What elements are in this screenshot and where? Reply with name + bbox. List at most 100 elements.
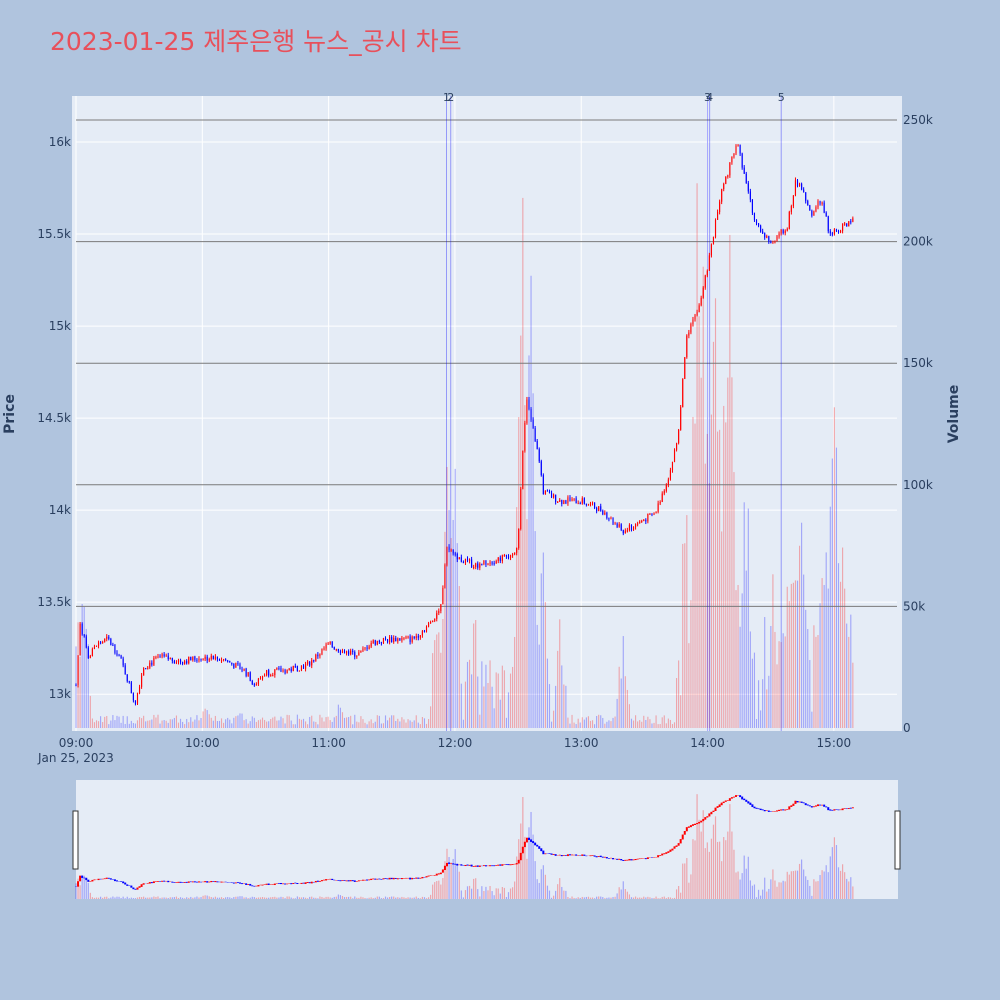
volume-bar <box>509 673 512 728</box>
volume-bar <box>288 715 290 728</box>
candle-body <box>657 503 659 512</box>
volume-bar <box>741 593 743 728</box>
candle-body <box>134 700 137 704</box>
range-slider-right-handle[interactable] <box>894 810 901 870</box>
volume-bar <box>307 724 309 728</box>
candle-body <box>837 230 840 233</box>
range-slider-background[interactable] <box>76 780 898 899</box>
candle-body <box>762 231 764 234</box>
volume-bar <box>786 586 788 728</box>
candle-body <box>268 670 270 676</box>
candle-body <box>612 517 614 524</box>
mini-volume-bar <box>317 898 319 899</box>
mini-volume-bar <box>415 896 417 899</box>
candle-body <box>280 667 282 672</box>
mini-volume-bar <box>719 841 721 899</box>
candle-body <box>141 675 143 687</box>
volume-bar <box>739 626 741 728</box>
volume-bar <box>151 719 153 728</box>
news-marker-label: 3 <box>704 91 711 104</box>
mini-volume-bar <box>495 888 497 899</box>
candle-body <box>235 663 237 668</box>
volume-bar <box>104 716 106 728</box>
mini-volume-bar <box>290 897 292 899</box>
candle-body <box>376 640 378 645</box>
mini-volume-bar <box>786 871 788 899</box>
mini-volume-bar <box>805 876 807 899</box>
volume-bar <box>196 715 198 728</box>
candle-body <box>676 443 678 450</box>
news-marker-label: 5 <box>778 91 785 104</box>
volume-bar <box>204 708 206 728</box>
candle-body <box>766 236 768 238</box>
mini-volume-bar <box>83 875 85 899</box>
candle-body <box>821 202 823 204</box>
candle-body <box>708 255 710 271</box>
mini-volume-bar <box>831 847 833 899</box>
mini-volume-bar <box>764 877 766 899</box>
candle-body <box>770 241 772 244</box>
candle-body <box>505 555 508 557</box>
mini-volume-bar <box>296 896 298 899</box>
candle-body <box>725 176 727 184</box>
mini-volume-bar <box>653 898 655 899</box>
candle-body <box>313 660 315 662</box>
volume-bar <box>737 584 739 728</box>
candle-body <box>546 490 549 492</box>
mini-volume-bar <box>801 859 803 899</box>
volume-bar <box>829 506 831 728</box>
candle-body <box>362 648 364 651</box>
volume-bar <box>827 588 829 728</box>
volume-bar <box>323 721 325 728</box>
mini-volume-bar <box>427 897 430 899</box>
volume-bar <box>399 721 401 728</box>
volume-bar <box>462 719 464 728</box>
volume-bar <box>212 720 214 728</box>
candle-body <box>442 588 444 605</box>
mini-volume-bar <box>684 863 686 899</box>
range-slider-left-handle[interactable] <box>72 810 79 870</box>
mini-volume-bar <box>509 888 512 899</box>
volume-bar <box>118 716 120 728</box>
mini-volume-bar <box>557 884 559 899</box>
volume-bar <box>833 407 835 728</box>
candle-body <box>421 630 423 636</box>
volume-bar <box>616 698 618 728</box>
candle-body <box>596 507 598 512</box>
candle-body <box>79 623 81 656</box>
candle-body <box>811 210 813 216</box>
mini-volume-bar <box>126 896 128 899</box>
candle-body <box>286 669 288 674</box>
mini-volume-bar <box>772 869 774 899</box>
candle-body <box>710 244 712 256</box>
mini-volume-bar <box>606 897 608 899</box>
mini-volume-bar <box>688 882 690 899</box>
volume-bar <box>425 723 428 728</box>
mini-volume-bar <box>454 849 456 899</box>
candle-body <box>495 561 497 564</box>
volume-bar <box>100 716 102 728</box>
volume-bar <box>468 659 471 728</box>
candle-body <box>415 636 417 639</box>
volume-bar <box>618 666 620 728</box>
volume-bar <box>676 678 678 728</box>
volume-bar <box>409 720 411 728</box>
volume-bar <box>161 720 163 728</box>
candle-body <box>729 162 731 176</box>
volume-bar <box>569 723 571 728</box>
volume-bar <box>227 717 229 728</box>
candle-body <box>288 668 290 670</box>
volume-bar <box>745 570 747 728</box>
volume-bar <box>516 507 518 728</box>
mini-volume-bar <box>255 897 257 899</box>
volume-bar <box>91 718 93 728</box>
volume-bar <box>130 720 132 728</box>
volume-bar <box>757 680 760 728</box>
mini-volume-bar <box>167 898 169 899</box>
mini-volume-bar <box>270 897 272 899</box>
candle-body <box>686 335 688 358</box>
volume-bar <box>602 717 604 728</box>
volume-bar <box>784 636 786 728</box>
candle-body <box>302 665 305 669</box>
mini-volume-bar <box>378 896 380 899</box>
